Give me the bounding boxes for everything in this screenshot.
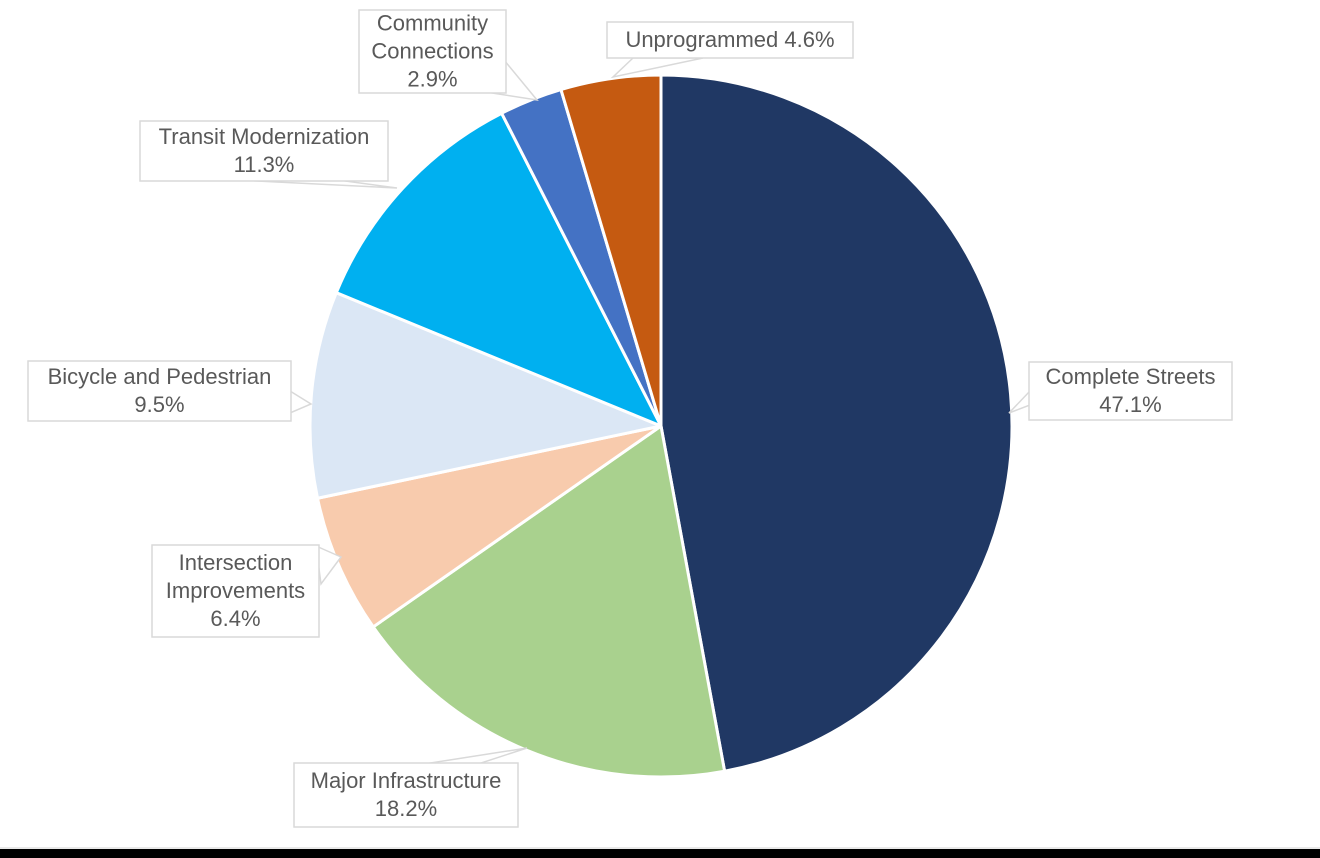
- label-box-intersection-improvements: [151, 544, 320, 638]
- bottom-bar: [0, 849, 1320, 858]
- label-box-bicycle-and-pedestrian: [27, 360, 292, 422]
- page-edge-line: [0, 847, 1320, 849]
- label-text-unprogrammed: Unprogrammed 4.6%: [625, 27, 834, 52]
- label-pointer-major-infrastructure: [423, 747, 528, 765]
- label-box-unprogrammed: [606, 21, 854, 59]
- label-box-major-infrastructure: [293, 762, 519, 828]
- pie-slice-intersection-improvements: [316, 424, 663, 629]
- label-text-bicycle-and-pedestrian: Bicycle and Pedestrian 9.5%: [48, 364, 272, 417]
- pie-slice-transit-modernization: [334, 111, 663, 428]
- label-box-transit-modernization: [139, 120, 389, 182]
- label-text-community-connections: Community Connections 2.9%: [371, 11, 493, 92]
- pie-slice-unprogrammed: [559, 73, 663, 428]
- pie-slice-major-infrastructure: [371, 424, 727, 779]
- label-text-complete-streets: Complete Streets 47.1%: [1046, 364, 1216, 417]
- label-text-intersection-improvements: Intersection Improvements 6.4%: [166, 550, 305, 631]
- label-text-transit-modernization: Transit Modernization 11.3%: [159, 124, 370, 177]
- label-box-community-connections: [358, 9, 507, 94]
- pie-slice-bicycle-and-pedestrian: [308, 291, 663, 500]
- pie-slice-complete-streets: [659, 73, 1014, 773]
- label-text-major-infrastructure: Major Infrastructure 18.2%: [311, 768, 502, 821]
- label-box-complete-streets: [1028, 361, 1233, 421]
- label-pointer-bicycle-and-pedestrian: [289, 389, 313, 415]
